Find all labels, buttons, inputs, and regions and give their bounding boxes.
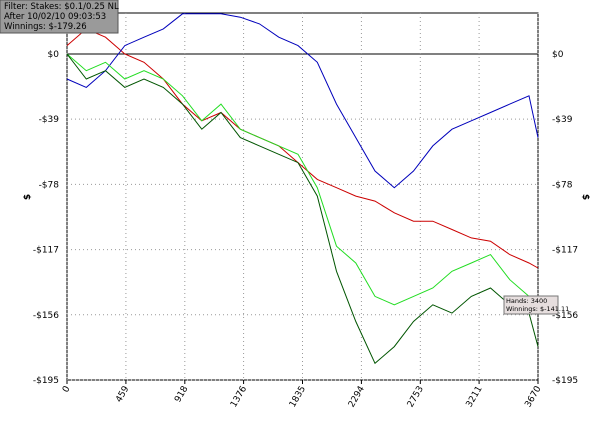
y-tick-label-right: -$156 (552, 311, 578, 321)
x-tick-label: 918 (173, 384, 190, 404)
y-tick-label: -$117 (33, 246, 59, 256)
x-tick-label: 3670 (523, 384, 543, 409)
filter-box-bg (0, 0, 119, 34)
y-tick-label: $0 (48, 50, 60, 60)
y-tick-label: -$39 (39, 115, 60, 125)
x-tick-label: 2753 (406, 385, 426, 410)
filter-text: Winnings: $-179.26 (4, 22, 87, 32)
tooltip-text: Hands: 3400 (506, 297, 547, 305)
x-tick-label: 2294 (347, 384, 367, 409)
y-tick-label-right: -$117 (552, 246, 578, 256)
y-axis-label: $ (23, 194, 33, 200)
y-tick-label: -$195 (33, 376, 59, 386)
x-tick-label: 459 (114, 384, 131, 404)
y-tick-label-right: -$39 (552, 115, 573, 125)
series-line (66, 13, 539, 189)
x-tick-label: 0 (61, 384, 73, 394)
x-tick-label: 1835 (288, 385, 308, 410)
series-line (66, 28, 539, 269)
y-axis-label-right: $ (580, 194, 590, 200)
tooltip-text: Winnings: $-141.11 (506, 305, 569, 313)
series-line (66, 53, 539, 306)
y-tick-label-right: $0 (552, 50, 564, 60)
filter-text: After 10/02/10 09:03:53 (4, 12, 106, 22)
y-tick-label: -$78 (39, 180, 60, 190)
plot-frame (66, 12, 539, 381)
tooltip-bg (503, 295, 559, 315)
series-line (66, 53, 539, 365)
x-tick-label: 1376 (229, 384, 249, 409)
x-tick-label: 3211 (465, 385, 485, 410)
y-tick-label-right: -$78 (552, 180, 573, 190)
y-tick-label-right: -$195 (552, 376, 578, 386)
y-tick-label: -$156 (33, 311, 59, 321)
filter-text: Filter: Stakes: $0.1/0.25 NL (4, 2, 119, 12)
